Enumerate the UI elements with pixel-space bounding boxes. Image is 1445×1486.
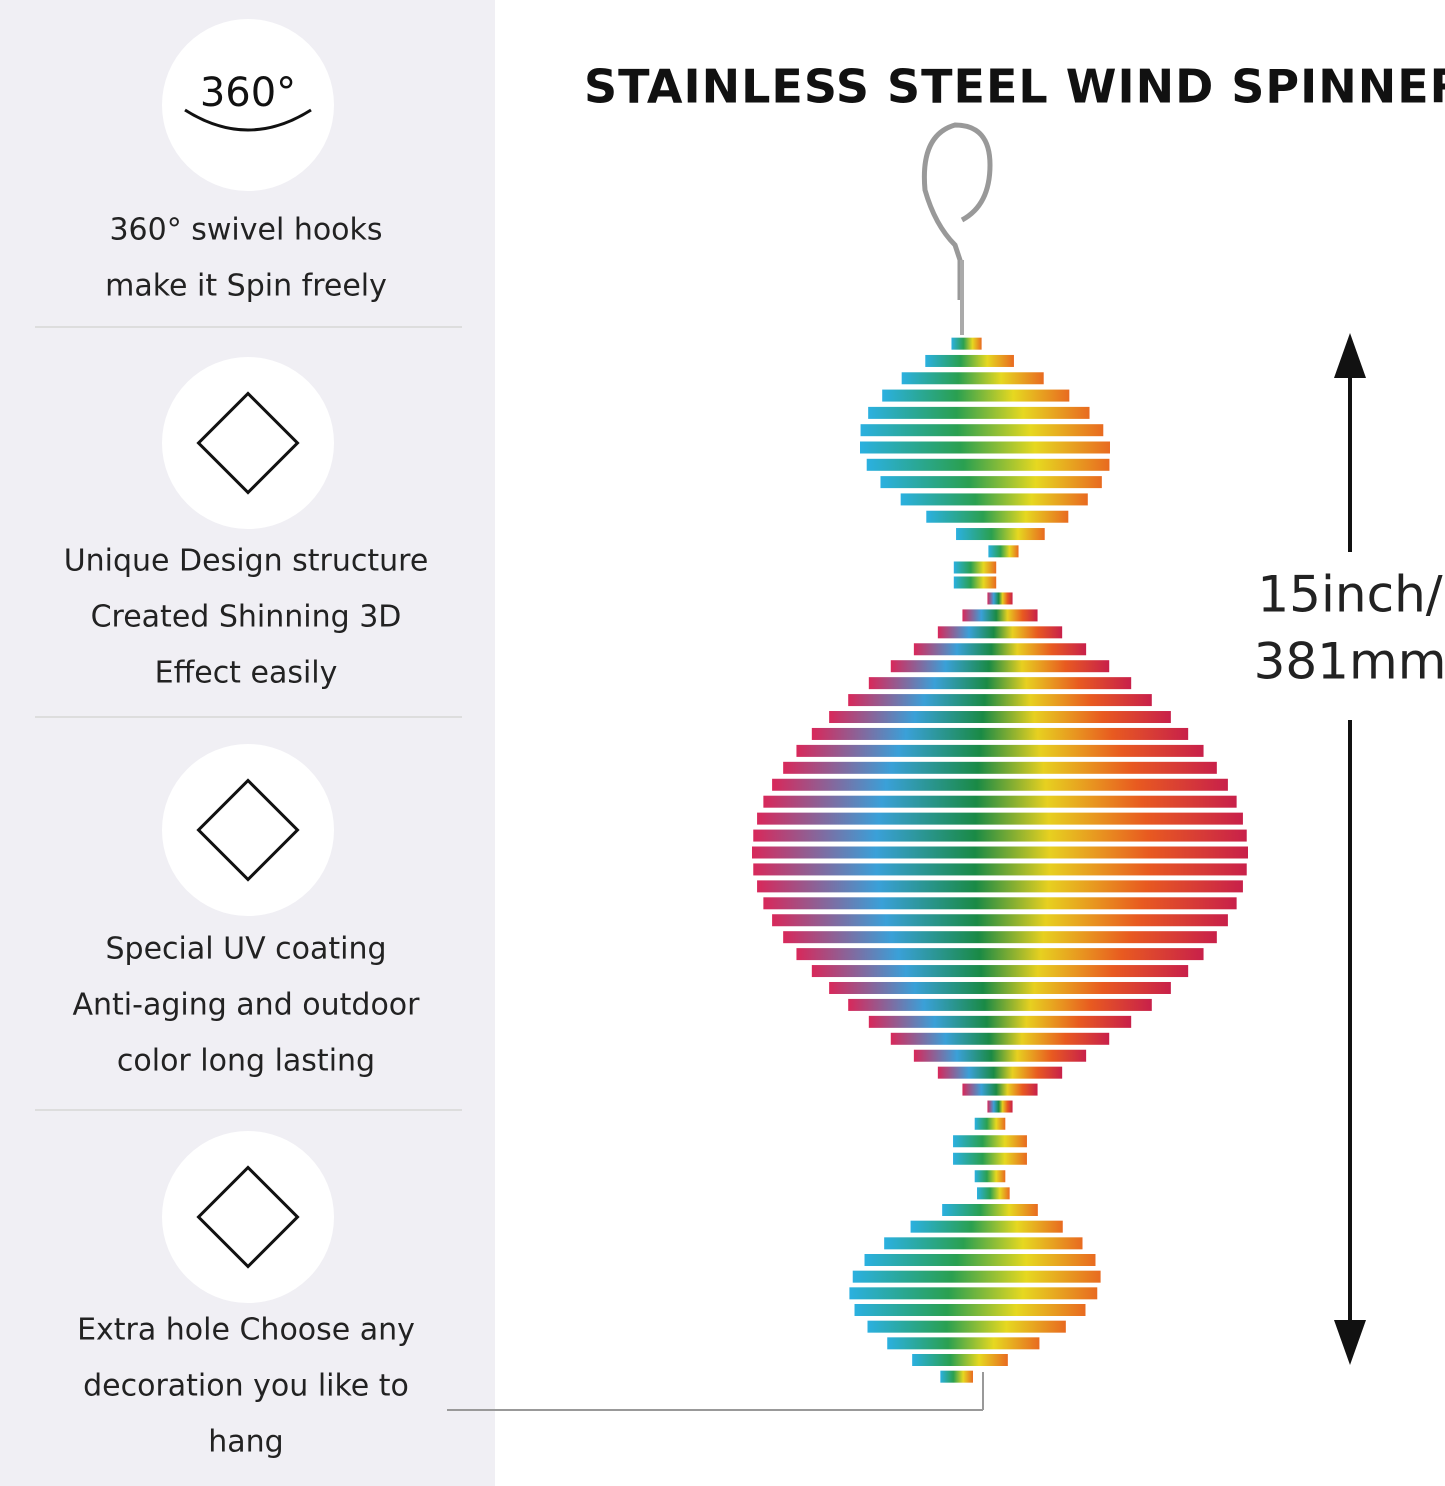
slat	[880, 476, 1102, 489]
title: STAINLESS STEEL WIND SPINNER	[584, 60, 1445, 114]
slat	[953, 576, 997, 589]
feature-text: decoration you like to	[83, 1369, 409, 1404]
feature-text: hang	[208, 1425, 283, 1460]
slat	[956, 528, 1045, 541]
slat	[937, 1066, 1063, 1079]
slat	[988, 545, 1019, 558]
slat	[811, 965, 1189, 978]
slat	[753, 829, 1247, 842]
slat	[757, 880, 1243, 893]
slat	[753, 863, 1247, 876]
slat	[953, 561, 997, 574]
slat	[913, 643, 1087, 656]
slat	[974, 1170, 1006, 1183]
slat	[882, 389, 1070, 402]
icon-circle	[162, 357, 334, 529]
slat	[987, 592, 1013, 605]
slat	[912, 1354, 1008, 1366]
feature-text: Effect easily	[155, 656, 338, 691]
slat	[925, 354, 1014, 367]
feature-text: 360° swivel hooks	[109, 213, 382, 248]
slat	[763, 897, 1237, 910]
feature-text: Created Shinning 3D	[91, 600, 402, 635]
slat	[772, 778, 1228, 791]
icon-circle	[162, 744, 334, 916]
slat	[796, 948, 1204, 961]
slat	[829, 981, 1171, 994]
slat	[867, 1320, 1066, 1333]
slat	[951, 337, 982, 350]
slat	[913, 1049, 1087, 1062]
feature-text: make it Spin freely	[105, 269, 387, 304]
icon	[196, 1165, 300, 1269]
slat	[783, 761, 1217, 774]
slat	[763, 795, 1237, 808]
dimension-text: 15inch/	[1257, 566, 1442, 624]
slat	[848, 694, 1152, 707]
slat	[757, 812, 1243, 825]
dimension-text: 381mm	[1254, 633, 1445, 691]
slat	[848, 998, 1152, 1011]
slat	[974, 1117, 1006, 1130]
hook	[921, 122, 993, 300]
arrow-head	[1334, 1320, 1366, 1365]
slat	[887, 1337, 1040, 1350]
arrow-head	[1334, 333, 1366, 378]
slat	[926, 510, 1069, 523]
slat	[860, 424, 1104, 437]
slat	[783, 931, 1217, 944]
slat	[864, 1254, 1096, 1266]
icon	[196, 391, 300, 495]
icon-circle	[162, 1131, 334, 1303]
slat	[796, 744, 1204, 757]
icon-text: 360°	[200, 70, 296, 116]
slat	[890, 1032, 1110, 1045]
feature-text: Extra hole Choose any	[77, 1313, 415, 1348]
feature-text: Special UV coating	[105, 932, 386, 967]
slat	[962, 609, 1038, 622]
slat	[854, 1304, 1086, 1316]
slat	[900, 493, 1088, 506]
slat	[942, 1204, 1038, 1216]
slat	[866, 458, 1110, 471]
slat	[868, 406, 1090, 419]
spinner	[752, 122, 1248, 1383]
icon-arrow	[184, 108, 312, 132]
slat	[890, 660, 1110, 673]
icon	[196, 778, 300, 882]
slat	[811, 727, 1189, 740]
slat	[953, 1152, 1027, 1165]
icon-circle	[162, 19, 334, 191]
feature-text: color long lasting	[117, 1044, 375, 1079]
slat	[852, 1270, 1101, 1283]
feature-text: Anti-aging and outdoor	[72, 988, 420, 1023]
slat	[752, 846, 1248, 859]
slat	[829, 711, 1171, 724]
slat	[987, 1100, 1013, 1113]
slat	[962, 1083, 1038, 1096]
slat	[953, 1135, 1027, 1148]
slat	[868, 677, 1132, 690]
slat	[901, 372, 1044, 385]
slat	[910, 1220, 1063, 1233]
slat	[849, 1287, 1098, 1300]
feature-text: Unique Design structure	[64, 544, 429, 579]
slat	[884, 1237, 1083, 1250]
slat	[937, 626, 1063, 639]
slat	[860, 441, 1110, 454]
slat	[940, 1370, 973, 1383]
slat	[868, 1015, 1132, 1028]
slat	[977, 1187, 1010, 1200]
slat	[772, 914, 1228, 927]
